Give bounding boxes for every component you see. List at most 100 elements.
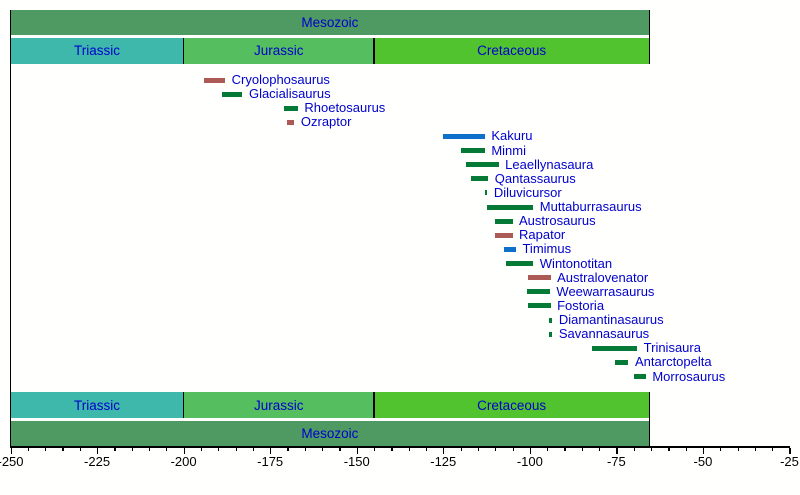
taxon-label[interactable]: Rhoetosaurus xyxy=(304,100,386,116)
x-axis-minor-tick xyxy=(651,447,653,451)
x-axis-minor-tick xyxy=(235,447,237,451)
taxon-label[interactable]: Kakuru xyxy=(491,128,533,144)
taxon-range-bar xyxy=(221,91,243,97)
x-axis-minor-tick xyxy=(512,447,514,451)
taxon-range-bar xyxy=(484,190,488,196)
x-axis-minor-tick xyxy=(339,447,341,451)
taxon-label[interactable]: Australovenator xyxy=(557,269,649,285)
taxon-range-bar xyxy=(443,133,485,139)
x-axis-minor-tick xyxy=(79,447,81,451)
period-band-cretaceous: Cretaceous xyxy=(374,37,650,64)
taxon-label[interactable]: Cryolophosaurus xyxy=(231,72,330,87)
period-label-jurassic[interactable]: Jurassic xyxy=(254,397,304,413)
x-axis-minor-tick xyxy=(131,447,133,451)
taxon-label[interactable]: Trinisaura xyxy=(643,340,701,356)
x-axis-minor-tick xyxy=(495,447,497,451)
x-axis-minor-tick xyxy=(304,447,306,451)
taxon-label[interactable]: Leaellynasaura xyxy=(505,156,594,172)
x-axis-minor-tick xyxy=(27,447,29,451)
x-axis-major-tick xyxy=(10,447,12,454)
taxon-range-bar xyxy=(470,176,489,182)
period-label-triassic[interactable]: Triassic xyxy=(74,43,121,59)
taxon-range-bar xyxy=(204,77,226,83)
band-right-edge-bottom xyxy=(648,392,651,448)
period-label-jurassic[interactable]: Jurassic xyxy=(254,43,304,59)
x-axis-major-tick xyxy=(270,447,272,454)
era-label-top[interactable]: Mesozoic xyxy=(301,14,359,30)
x-axis-minor-tick xyxy=(754,447,757,451)
x-axis-minor-tick xyxy=(737,447,739,451)
taxon-range-bar xyxy=(592,345,638,351)
x-axis-minor-tick xyxy=(62,447,64,451)
taxon-range-bar xyxy=(495,232,513,238)
period-label-triassic[interactable]: Triassic xyxy=(74,397,121,413)
taxon-range-bar xyxy=(284,105,298,111)
x-axis-minor-tick xyxy=(391,447,393,451)
period-label-cretaceous[interactable]: Cretaceous xyxy=(477,43,547,59)
x-axis-tick-label: -150 xyxy=(343,454,370,469)
x-axis-minor-tick xyxy=(252,447,255,451)
x-axis-minor-tick xyxy=(581,447,583,451)
era-band-bottom: Mesozoic xyxy=(10,420,650,446)
taxon-label[interactable]: Muttaburrasaurus xyxy=(539,199,642,215)
x-axis-minor-tick xyxy=(685,447,687,451)
taxon-label[interactable]: Rapator xyxy=(519,227,566,243)
x-axis-minor-tick xyxy=(200,447,203,451)
x-axis-minor-tick xyxy=(477,447,480,451)
x-axis-tick-label: -225 xyxy=(84,454,111,469)
x-axis-minor-tick xyxy=(460,447,462,451)
era-band-top: Mesozoic xyxy=(10,10,650,35)
taxon-label[interactable]: Antarctopelta xyxy=(635,354,712,370)
x-axis-minor-tick xyxy=(166,447,168,451)
x-axis-tick-label: -100 xyxy=(516,454,543,469)
taxon-label[interactable]: Timimus xyxy=(522,241,572,257)
x-axis-minor-tick xyxy=(599,447,601,451)
taxon-label[interactable]: Savannasaurus xyxy=(558,326,650,342)
x-axis-minor-tick xyxy=(114,447,116,451)
period-divider xyxy=(182,37,185,64)
taxon-label[interactable]: Morrosaurus xyxy=(652,368,726,384)
period-divider xyxy=(373,37,375,64)
taxon-label[interactable]: Ozraptor xyxy=(300,114,352,130)
x-axis-tick-label: -250 xyxy=(0,454,24,469)
taxon-label[interactable]: Austrosaurus xyxy=(519,213,596,229)
taxon-label[interactable]: Diluvicursor xyxy=(493,184,562,200)
x-axis-minor-tick xyxy=(633,447,635,451)
period-band-cretaceous: Cretaceous xyxy=(374,392,650,418)
taxon-label[interactable]: Weewarrasaurus xyxy=(556,283,655,299)
period-divider xyxy=(373,392,375,418)
x-axis-minor-tick xyxy=(148,447,151,451)
taxon-label[interactable]: Diamantinasaurus xyxy=(558,312,664,328)
taxon-range-bar xyxy=(505,261,534,267)
x-axis-tick-label: -175 xyxy=(257,454,284,469)
x-axis-major-tick xyxy=(183,447,185,454)
taxon-label[interactable]: Fostoria xyxy=(557,297,605,313)
x-axis-major-tick xyxy=(529,447,532,454)
period-divider xyxy=(182,392,185,418)
x-axis-minor-tick xyxy=(547,447,549,451)
taxon-range-bar xyxy=(486,204,534,210)
x-axis-minor-tick xyxy=(772,447,774,451)
x-axis-minor-tick xyxy=(287,447,289,451)
taxon-label[interactable]: Wintonotitan xyxy=(539,255,613,271)
x-axis-minor-tick xyxy=(374,447,376,451)
x-axis-minor-tick xyxy=(45,447,47,451)
era-label-bottom[interactable]: Mesozoic xyxy=(301,425,359,441)
taxon-range-bar xyxy=(495,218,513,224)
x-axis-major-tick xyxy=(616,447,618,454)
x-axis-minor-tick xyxy=(564,447,566,451)
x-axis-tick-label: -75 xyxy=(606,454,626,469)
x-axis-major-tick xyxy=(443,447,445,454)
x-axis-minor-tick xyxy=(668,447,670,451)
period-band-triassic: Triassic xyxy=(10,392,184,418)
y-axis-line xyxy=(9,10,12,448)
taxon-label[interactable]: Glacialisaurus xyxy=(248,86,331,102)
band-right-edge-top xyxy=(648,10,651,64)
x-axis-minor-tick xyxy=(408,447,410,451)
taxon-label[interactable]: Qantassaurus xyxy=(494,170,576,186)
taxon-range-bar xyxy=(548,317,553,323)
period-label-cretaceous[interactable]: Cretaceous xyxy=(477,397,547,413)
taxon-label[interactable]: Minmi xyxy=(491,142,526,158)
x-axis-line xyxy=(10,446,791,448)
